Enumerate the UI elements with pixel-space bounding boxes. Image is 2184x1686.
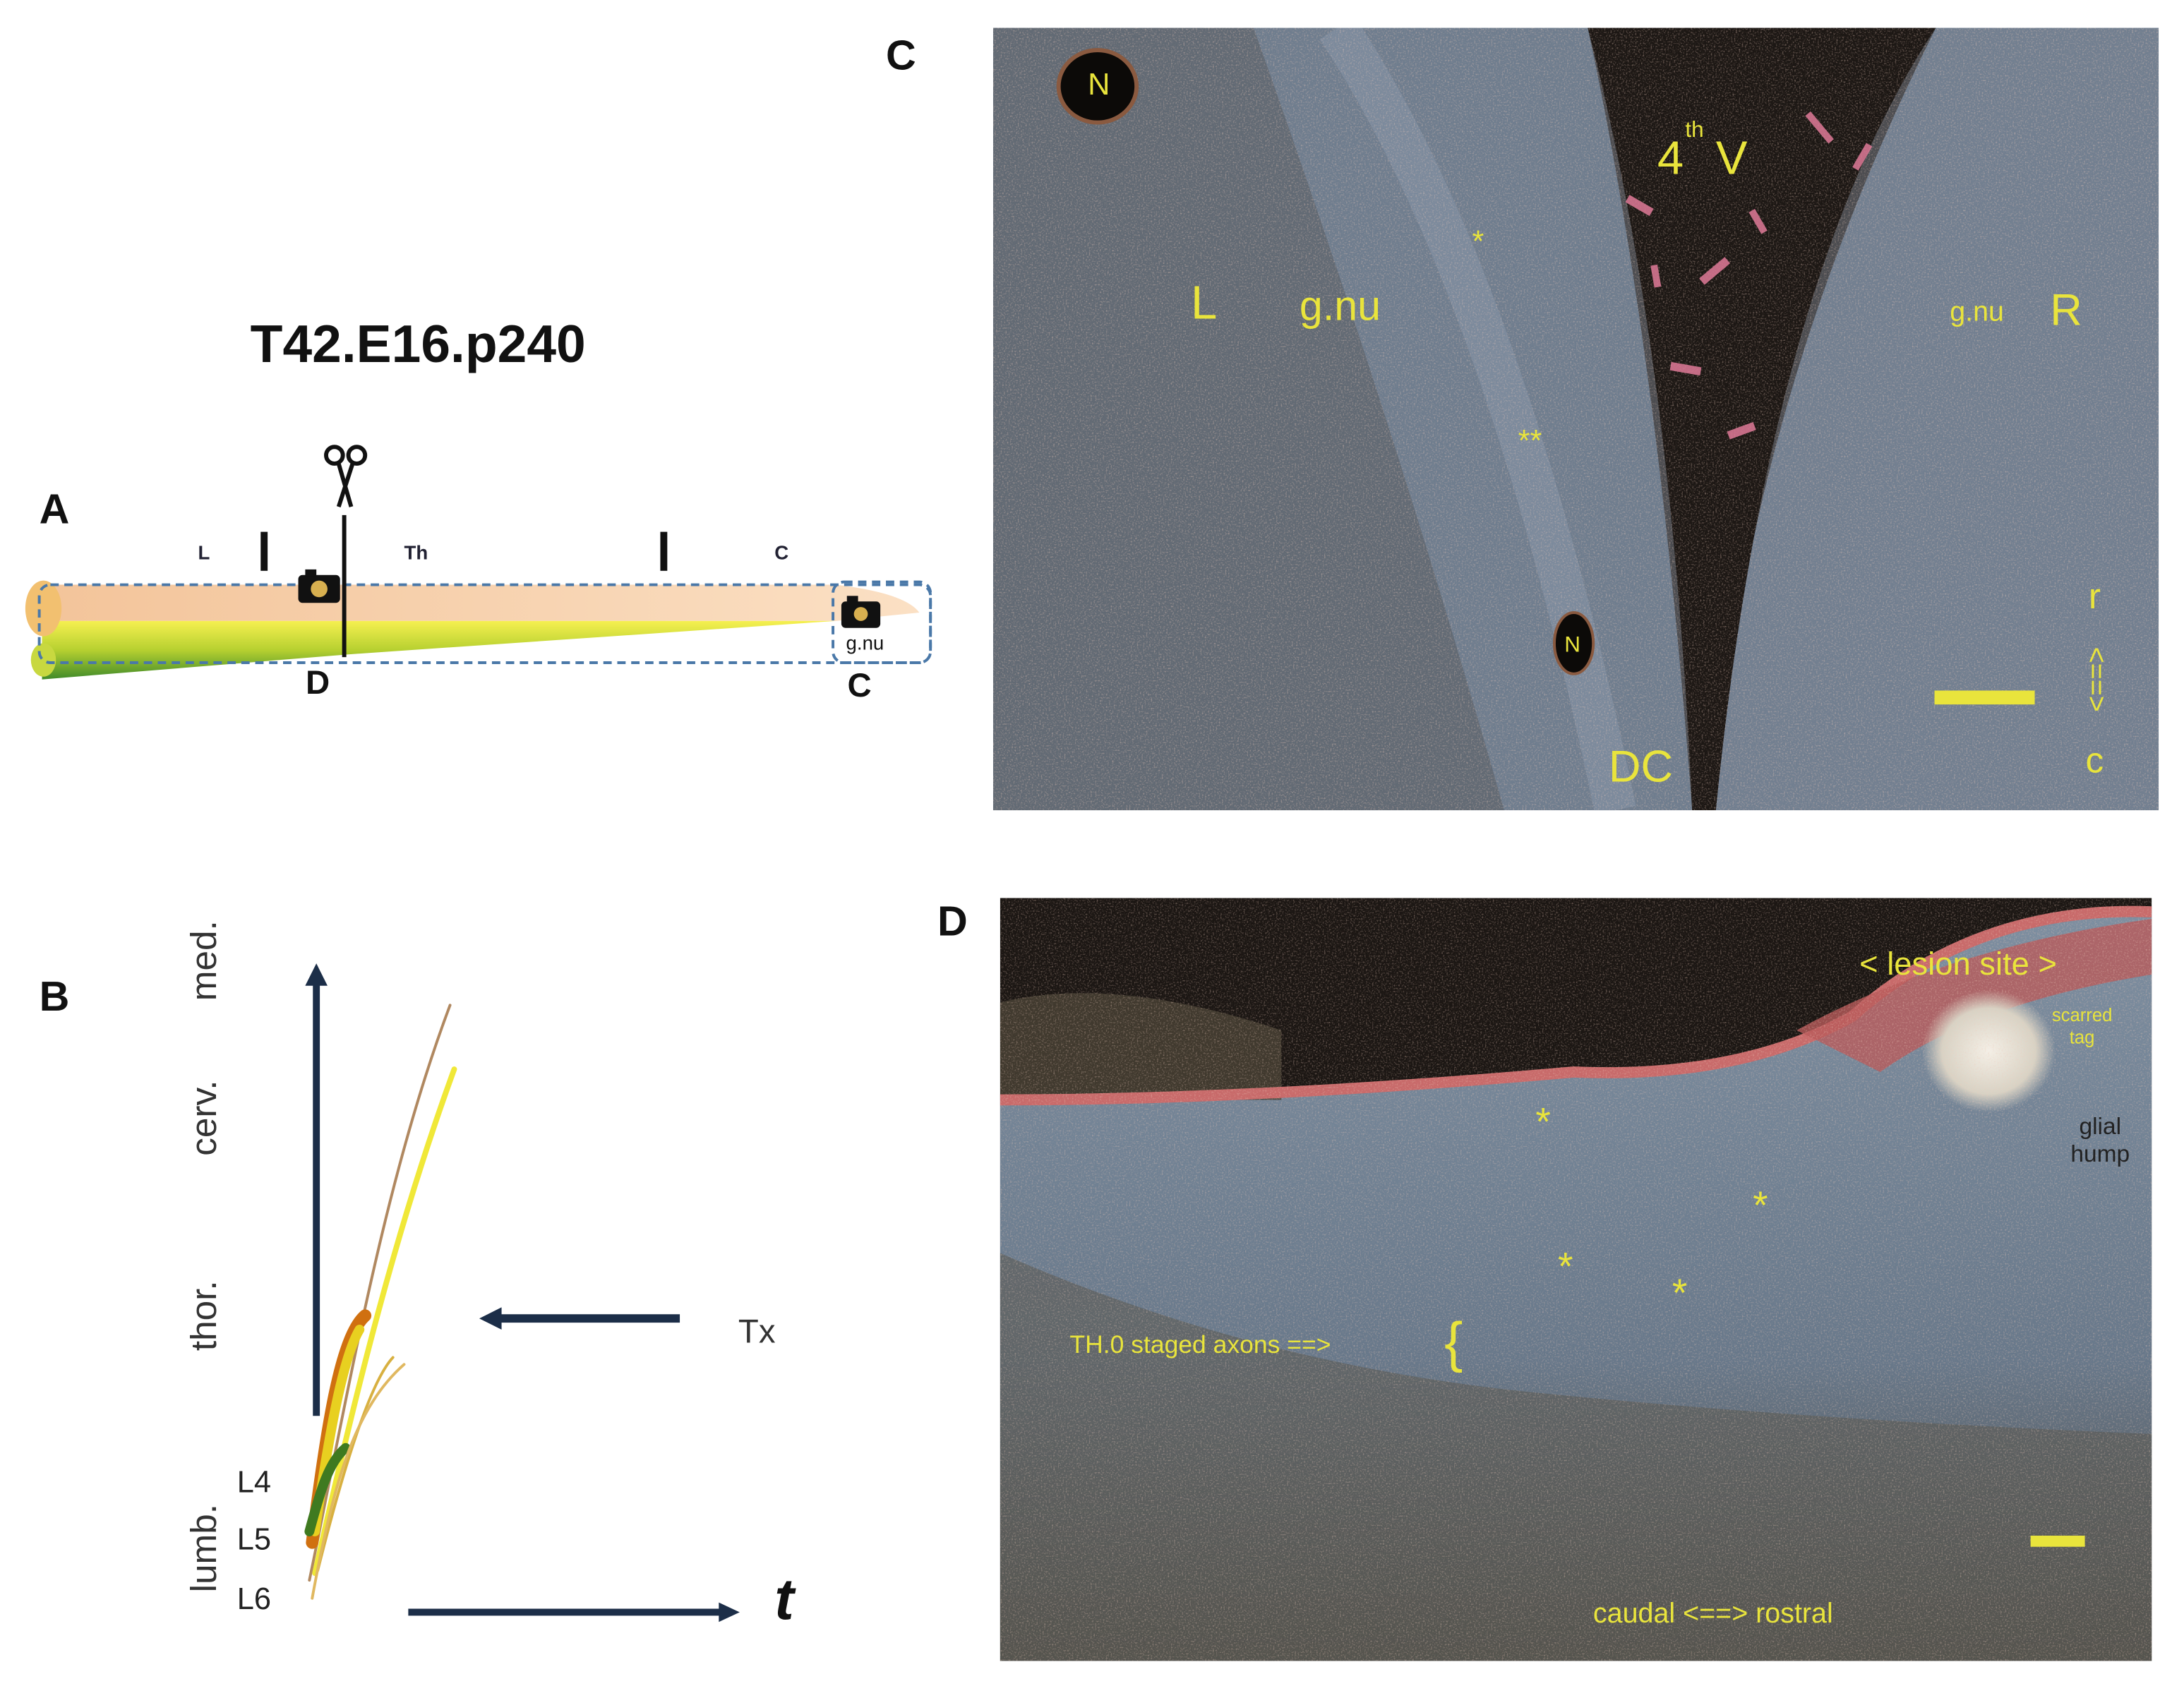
scar-label: scarred <box>2052 1006 2112 1025</box>
segment-divider <box>260 531 268 571</box>
time-label: t <box>774 1566 796 1632</box>
level-label: L6 <box>237 1582 271 1616</box>
ventricle-number: 4 <box>1657 132 1684 185</box>
image-label: C <box>847 667 871 704</box>
micrograph <box>992 28 2159 811</box>
arrow-label: Tx <box>738 1313 776 1350</box>
axon-label: TH.0 staged axons ==> <box>1069 1330 1331 1359</box>
panel-title: T42.E16.p240 <box>251 314 586 373</box>
ventricle-superscript: th <box>1685 116 1703 142</box>
arrow-head <box>719 1602 740 1622</box>
panel-label: D <box>937 898 968 945</box>
axis-label: thor. <box>184 1280 224 1351</box>
panel-label: A <box>40 486 70 533</box>
box-label: g.nu <box>846 632 884 654</box>
level-label: L5 <box>237 1522 271 1556</box>
nucleus-label: N <box>1088 68 1110 102</box>
cord-lower <box>42 620 836 680</box>
camera-icon <box>298 569 340 603</box>
asterisk: * <box>1472 225 1484 259</box>
asterisk: * <box>1535 1100 1551 1144</box>
segment-divider <box>660 531 668 571</box>
scar-label: tag <box>2070 1028 2095 1047</box>
asterisk: * <box>1558 1245 1573 1289</box>
ventricle-letter: V <box>1716 132 1748 185</box>
arrow-head <box>305 963 328 986</box>
arrow-head <box>479 1307 502 1330</box>
asterisk: * <box>1672 1271 1687 1315</box>
orientation-label: r <box>2089 576 2101 616</box>
scale-bar <box>1934 690 2035 705</box>
asterisk: ** <box>1518 424 1542 458</box>
scissors-icon <box>324 445 368 507</box>
camera-icon <box>841 596 881 628</box>
scale-bar <box>2030 1535 2085 1547</box>
side-label: L <box>1191 277 1217 330</box>
hump-label: hump <box>2070 1141 2130 1167</box>
panel-label: B <box>40 973 70 1020</box>
nucleus-label: N <box>1564 632 1580 657</box>
nucleus-name: g.nu <box>1950 296 2004 327</box>
micrograph <box>1000 898 2152 1661</box>
cord-end <box>30 643 56 677</box>
side-label: R <box>2050 286 2082 335</box>
panel-a: A T42.E16.p240 L Th C g.nu D C <box>25 314 932 704</box>
orientation-arrow: <==> <box>2081 647 2112 712</box>
cord-end <box>25 580 62 637</box>
cord-upper <box>42 584 920 621</box>
cut-label: D <box>306 664 330 702</box>
panel-d: D < lesion site > scarred tag glial hump… <box>937 898 2152 1661</box>
segment-label: L <box>198 541 210 563</box>
panel-b: B lumb. thor. cerv. med. L4 L5 L6 Tx t <box>40 920 797 1632</box>
axis-label: cerv. <box>184 1080 224 1155</box>
nucleus-name: g.nu <box>1300 282 1381 330</box>
panel-c: C N N 4 th V L <box>886 28 2159 811</box>
lesion-label: < lesion site > <box>1859 946 2057 982</box>
tract-label: DC <box>1609 742 1673 792</box>
hump-label: glial <box>2079 1114 2121 1140</box>
orientation-label: caudal <==> rostral <box>1593 1598 1833 1629</box>
orientation-label: c <box>2086 740 2104 781</box>
axis-label: lumb. <box>184 1504 224 1592</box>
segment-label: Th <box>404 541 428 563</box>
asterisk: * <box>1753 1184 1768 1227</box>
axon-curves <box>304 1004 457 1600</box>
panel-label: C <box>886 31 916 78</box>
brace: { <box>1444 1311 1463 1373</box>
segment-label: C <box>774 541 788 563</box>
level-label: L4 <box>237 1465 271 1499</box>
cord-outline <box>37 583 932 665</box>
axis-label: med. <box>184 920 224 1001</box>
